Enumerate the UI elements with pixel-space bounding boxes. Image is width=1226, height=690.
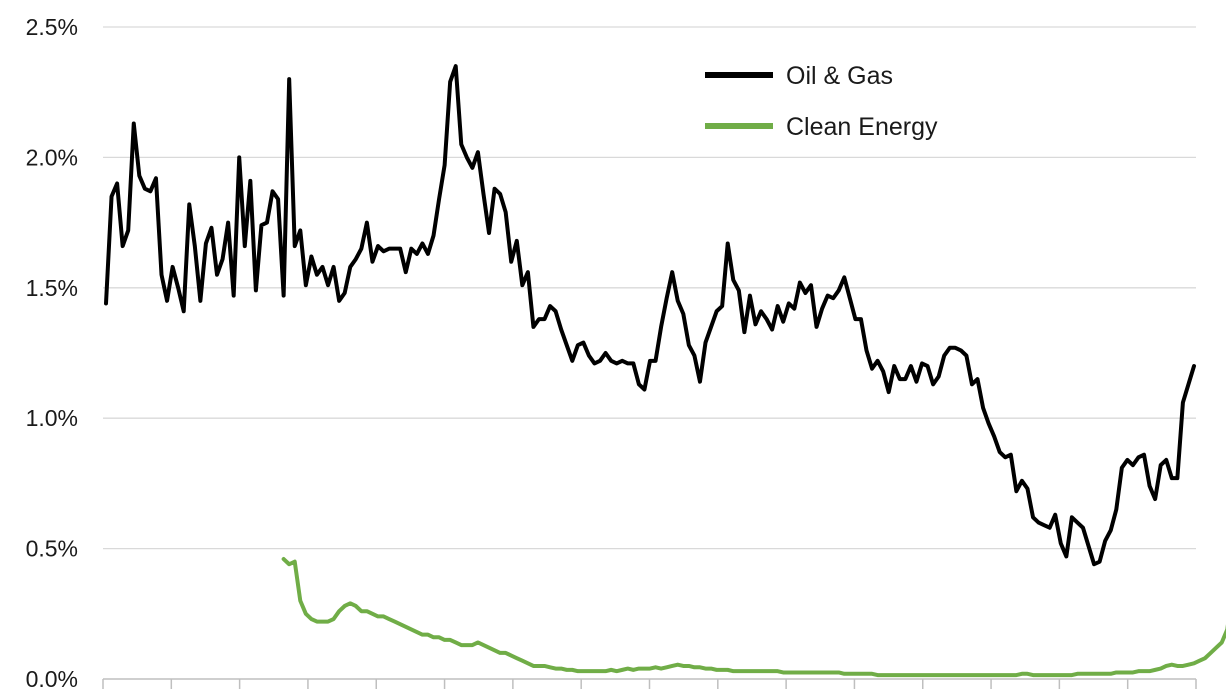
series-lines (104, 64, 1226, 678)
y-tick-label: 1.5% (26, 275, 78, 301)
y-axis-tick-labels: 0.0% 0.5% 1.0% 1.5% 2.0% 2.5% (26, 14, 78, 690)
y-tick-label: 0.0% (26, 666, 78, 690)
y-tick-label: 0.5% (26, 536, 78, 562)
series-line-clean-energy (281, 557, 1226, 678)
gridlines (103, 26, 1196, 550)
y-tick-label: 2.0% (26, 144, 78, 170)
legend-label-clean-energy: Clean Energy (786, 113, 938, 141)
x-axis (102, 678, 1197, 689)
legend: Oil & Gas Clean Energy (705, 62, 938, 141)
y-tick-label: 2.5% (26, 14, 78, 40)
y-tick-label: 1.0% (26, 405, 78, 431)
legend-label-oil-gas: Oil & Gas (786, 62, 893, 90)
series-line-oil-gas (104, 64, 1196, 567)
